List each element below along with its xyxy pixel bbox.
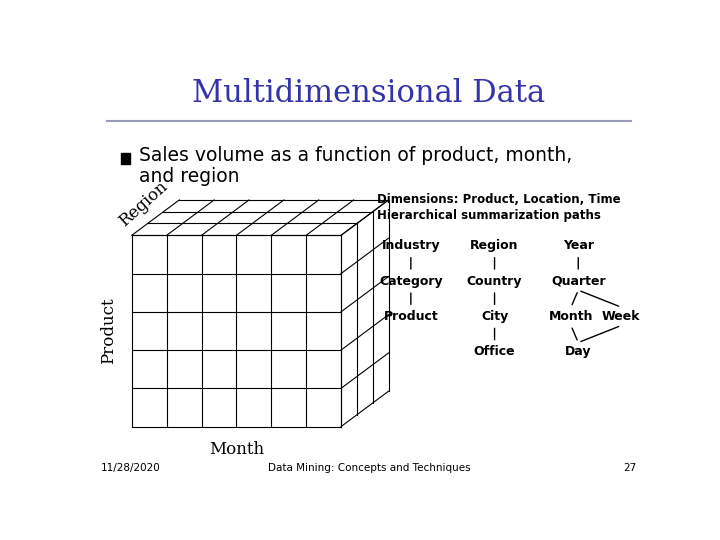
- Text: Category: Category: [379, 274, 443, 287]
- Bar: [121, 153, 130, 164]
- Text: City: City: [481, 310, 508, 323]
- Text: Year: Year: [563, 239, 594, 252]
- Text: Product: Product: [384, 310, 438, 323]
- Text: Hierarchical summarization paths: Hierarchical summarization paths: [377, 209, 601, 222]
- Text: Month: Month: [549, 310, 593, 323]
- Text: Industry: Industry: [382, 239, 440, 252]
- Text: Region: Region: [470, 239, 519, 252]
- Text: Country: Country: [467, 274, 522, 287]
- Text: Week: Week: [602, 310, 641, 323]
- Text: 27: 27: [624, 463, 637, 473]
- Text: Office: Office: [474, 345, 516, 358]
- Text: Product: Product: [100, 298, 117, 364]
- Text: Region: Region: [115, 178, 171, 230]
- Text: Dimensions: Product, Location, Time: Dimensions: Product, Location, Time: [377, 193, 621, 206]
- Text: and region: and region: [138, 167, 239, 186]
- Text: Month: Month: [209, 441, 264, 458]
- Text: Quarter: Quarter: [551, 274, 606, 287]
- Text: Multidimensional Data: Multidimensional Data: [192, 78, 546, 110]
- Text: Day: Day: [565, 345, 592, 358]
- Text: 11/28/2020: 11/28/2020: [101, 463, 161, 473]
- Text: Sales volume as a function of product, month,: Sales volume as a function of product, m…: [138, 146, 572, 165]
- Text: Data Mining: Concepts and Techniques: Data Mining: Concepts and Techniques: [268, 463, 470, 473]
